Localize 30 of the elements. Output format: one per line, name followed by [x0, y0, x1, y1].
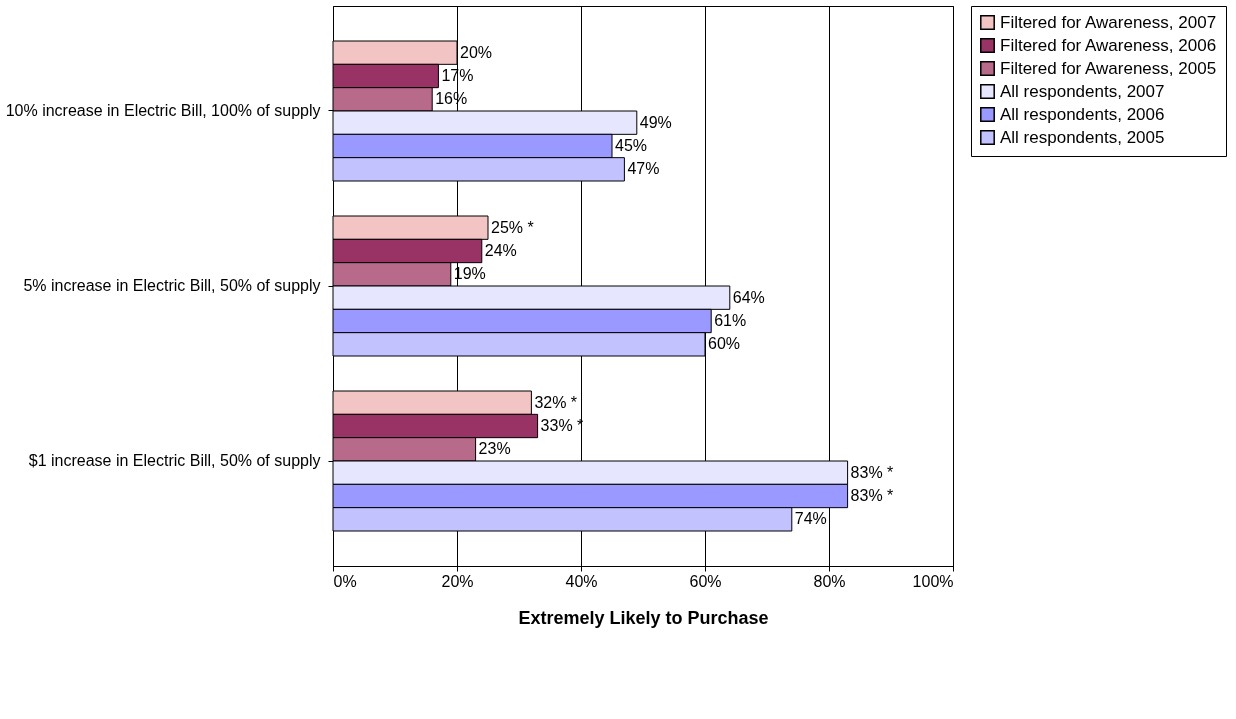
data-label: 74% [794, 510, 827, 528]
legend-label: All respondents, 2007 [1000, 81, 1165, 101]
y-tick-label: 5% increase in Electric Bill, 50% of supply [23, 277, 321, 294]
data-label: 25% * [491, 218, 534, 236]
data-label: 61% [714, 312, 747, 329]
data-label: 24% [484, 242, 517, 259]
x-tick-label: 60% [689, 572, 722, 590]
data-label: 45% [615, 137, 648, 154]
x-tick-label: 100% [912, 572, 954, 590]
legend-label: Filtered for Awareness, 2006 [1000, 35, 1217, 55]
data-label: 83% * [850, 487, 894, 504]
legend-label: All respondents, 2006 [1000, 104, 1165, 124]
data-label: 60% [708, 335, 741, 353]
x-tick-label: 80% [813, 572, 846, 590]
data-label: 49% [639, 113, 672, 131]
y-tick-label: 10% increase in Electric Bill, 100% of supply [5, 102, 321, 119]
x-tick-label: 20% [441, 572, 474, 590]
data-label: 32% * [534, 393, 578, 411]
legend-label: Filtered for Awareness, 2005 [1000, 58, 1217, 78]
x-tick-label: 0% [333, 572, 357, 590]
x-tick-label: 40% [565, 572, 598, 590]
data-label: 83% * [850, 463, 894, 481]
y-tick-label: $1 increase in Electric Bill, 50% of supply [28, 452, 321, 469]
data-label: 64% [732, 288, 765, 306]
x-axis-title: Extremely Likely to Purchase [518, 607, 769, 628]
data-label: 20% [460, 43, 493, 61]
data-label: 47% [627, 160, 660, 178]
legend-label: All respondents, 2005 [1000, 127, 1165, 147]
data-label: 23% [478, 440, 511, 458]
legend-label: Filtered for Awareness, 2007 [1000, 12, 1217, 32]
